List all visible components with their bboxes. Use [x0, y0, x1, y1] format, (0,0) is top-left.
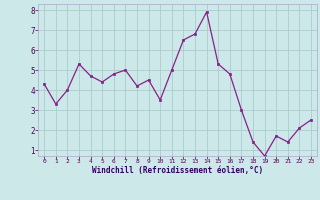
X-axis label: Windchill (Refroidissement éolien,°C): Windchill (Refroidissement éolien,°C): [92, 166, 263, 175]
